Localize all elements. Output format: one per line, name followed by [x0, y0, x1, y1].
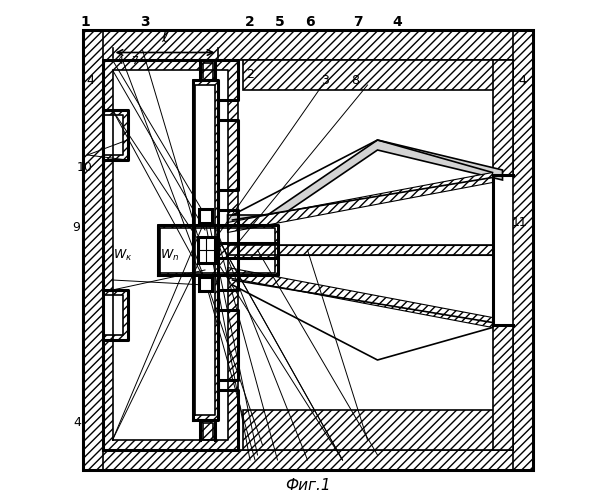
- Text: 4: 4: [116, 56, 124, 66]
- Text: 9: 9: [73, 221, 81, 234]
- Polygon shape: [82, 30, 103, 470]
- Polygon shape: [103, 60, 237, 450]
- Polygon shape: [493, 60, 512, 175]
- Text: $W_{\kappa}$: $W_{\kappa}$: [113, 248, 132, 262]
- Polygon shape: [242, 60, 512, 90]
- Polygon shape: [82, 450, 533, 470]
- Polygon shape: [242, 410, 512, 450]
- Text: 7: 7: [132, 56, 138, 66]
- Text: Фиг.1: Фиг.1: [285, 478, 330, 492]
- Text: 1: 1: [80, 16, 90, 30]
- Polygon shape: [218, 242, 277, 258]
- Polygon shape: [103, 295, 122, 335]
- Polygon shape: [228, 140, 502, 225]
- Text: $\ell$: $\ell$: [161, 28, 169, 46]
- Polygon shape: [195, 85, 215, 415]
- Polygon shape: [228, 172, 493, 233]
- Polygon shape: [228, 245, 493, 255]
- Polygon shape: [103, 110, 127, 160]
- Polygon shape: [493, 325, 512, 450]
- Polygon shape: [228, 268, 493, 328]
- Text: 3: 3: [321, 74, 329, 86]
- Polygon shape: [103, 115, 122, 155]
- Polygon shape: [200, 60, 215, 80]
- Polygon shape: [157, 225, 277, 275]
- Text: 6: 6: [305, 16, 315, 30]
- Text: 2: 2: [246, 68, 254, 82]
- Text: 4: 4: [74, 416, 81, 429]
- Text: 7: 7: [352, 16, 362, 30]
- Text: 3: 3: [140, 16, 150, 30]
- Polygon shape: [113, 70, 228, 440]
- Polygon shape: [192, 80, 218, 420]
- Polygon shape: [103, 290, 127, 340]
- Bar: [197, 238, 215, 262]
- Bar: [199, 277, 212, 291]
- Polygon shape: [512, 30, 533, 470]
- Text: 4: 4: [392, 16, 402, 30]
- Text: 8: 8: [351, 74, 359, 86]
- Polygon shape: [82, 30, 533, 60]
- Bar: [199, 208, 212, 222]
- Text: 4: 4: [518, 74, 526, 86]
- Text: 4: 4: [86, 74, 94, 86]
- Text: 11: 11: [512, 216, 528, 229]
- Polygon shape: [200, 420, 215, 440]
- Text: $W_{n}$: $W_{n}$: [161, 248, 180, 262]
- Text: 2: 2: [245, 16, 255, 30]
- Polygon shape: [160, 228, 275, 272]
- Text: 5: 5: [275, 16, 285, 30]
- Text: 10: 10: [76, 161, 92, 174]
